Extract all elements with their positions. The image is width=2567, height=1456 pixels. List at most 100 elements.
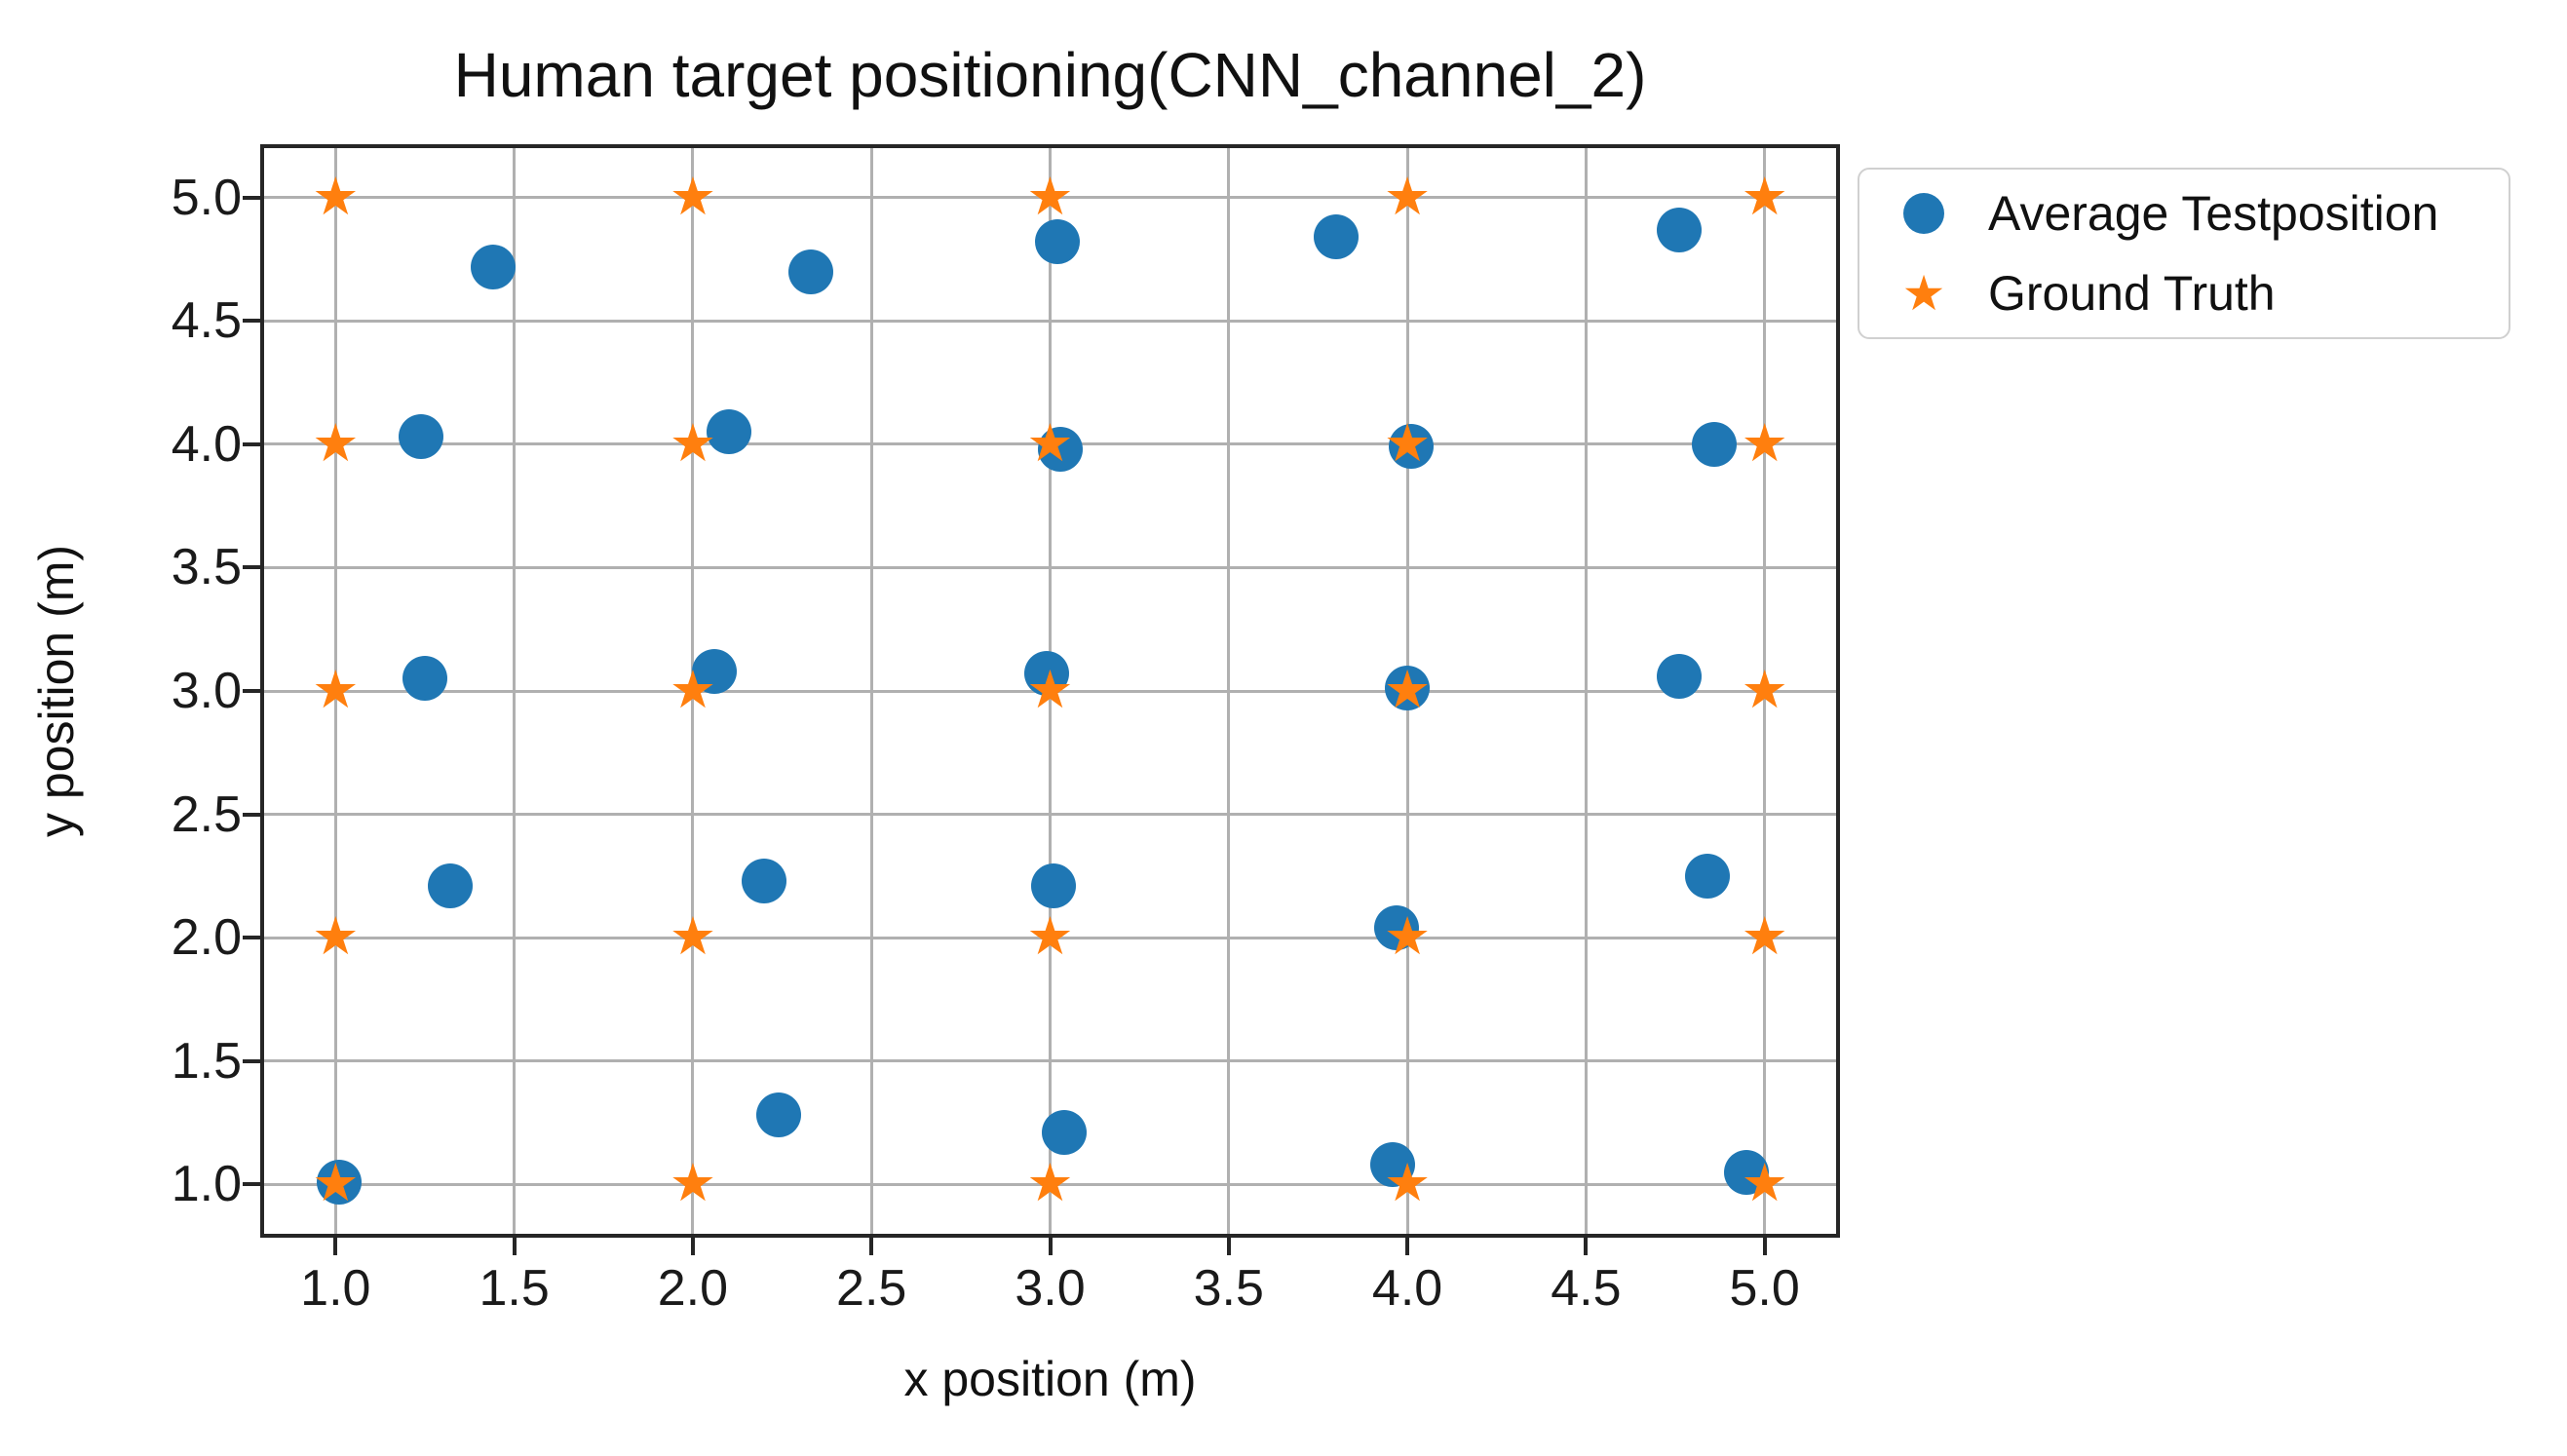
chart-title: Human target positioning(CNN_channel_2) (453, 40, 1647, 110)
y-tick-mark (243, 441, 260, 446)
scatter-point-ground-truth: ★ (312, 905, 360, 968)
scatter-point-average-testposition (1034, 219, 1080, 265)
y-tick-label: 2.0 (171, 909, 242, 967)
scatter-point-average-testposition (1031, 863, 1077, 908)
x-tick-mark (333, 1238, 338, 1255)
scatter-point-average-testposition (1038, 426, 1084, 472)
scatter-point-average-testposition (1370, 1142, 1416, 1188)
x-tick-label: 3.0 (1015, 1260, 1086, 1317)
scatter-point-ground-truth: ★ (669, 905, 717, 968)
legend-label-ground-truth: Ground Truth (1988, 266, 2276, 321)
y-gridline (264, 1059, 1836, 1063)
y-tick-label: 5.0 (171, 169, 242, 226)
scatter-point-average-testposition (1656, 653, 1702, 699)
scatter-point-average-testposition (755, 1092, 801, 1138)
scatter-point-ground-truth: ★ (312, 658, 360, 720)
scatter-point-average-testposition (1656, 207, 1702, 252)
scatter-point-ground-truth: ★ (1383, 165, 1432, 227)
scatter-point-average-testposition (742, 858, 787, 903)
scatter-point-ground-truth: ★ (1026, 905, 1074, 968)
legend-marker-cell: ★ (1859, 269, 1988, 318)
x-tick-mark (512, 1238, 517, 1255)
y-tick-mark (243, 812, 260, 817)
y-tick-label: 4.0 (171, 415, 242, 473)
scatter-point-average-testposition (316, 1159, 362, 1205)
y-tick-label: 2.5 (171, 785, 242, 843)
scatter-point-average-testposition (1388, 424, 1434, 470)
scatter-point-average-testposition (706, 409, 751, 455)
x-tick-label: 1.0 (300, 1260, 371, 1317)
scatter-point-average-testposition (1685, 853, 1731, 899)
scatter-point-average-testposition (402, 656, 447, 702)
scatter-point-ground-truth: ★ (1741, 905, 1788, 968)
x-tick-mark (1584, 1238, 1589, 1255)
scatter-point-average-testposition (1724, 1149, 1770, 1195)
y-tick-label: 3.5 (171, 539, 242, 596)
scatter-point-ground-truth: ★ (312, 165, 360, 227)
scatter-point-average-testposition (1374, 905, 1420, 951)
scatter-point-ground-truth: ★ (1741, 165, 1788, 227)
legend-entry-ground-truth: ★ Ground Truth (1859, 253, 2509, 333)
legend-marker-cell (1859, 193, 1988, 234)
y-tick-label: 3.0 (171, 663, 242, 719)
x-tick-mark (869, 1238, 874, 1255)
x-tick-label: 1.5 (479, 1260, 550, 1317)
scatter-point-ground-truth: ★ (1026, 165, 1074, 227)
x-tick-mark (1048, 1238, 1053, 1255)
y-axis-label: y position (m) (29, 544, 84, 838)
scatter-point-average-testposition (691, 648, 737, 694)
y-tick-label: 1.0 (171, 1156, 242, 1213)
y-gridline (264, 319, 1836, 323)
scatter-point-average-testposition (1385, 666, 1431, 711)
y-tick-mark (243, 936, 260, 940)
scatter-point-average-testposition (470, 244, 516, 289)
scatter-point-ground-truth: ★ (1741, 1152, 1788, 1214)
y-tick-mark (243, 319, 260, 324)
y-tick-mark (243, 1058, 260, 1063)
scatter-point-ground-truth: ★ (669, 1152, 717, 1214)
scatter-point-ground-truth: ★ (1026, 411, 1074, 474)
legend-entry-average-testposition: Average Testposition (1859, 173, 2509, 253)
x-tick-label: 5.0 (1729, 1260, 1800, 1317)
y-tick-mark (243, 689, 260, 693)
scatter-point-average-testposition (1023, 651, 1069, 697)
scatter-point-ground-truth: ★ (669, 658, 717, 720)
x-tick-label: 4.5 (1551, 1260, 1622, 1317)
scatter-point-ground-truth: ★ (1026, 658, 1074, 720)
x-tick-mark (1762, 1238, 1767, 1255)
y-gridline (264, 813, 1836, 817)
y-gridline (264, 936, 1836, 939)
x-tick-mark (690, 1238, 695, 1255)
x-tick-label: 2.5 (836, 1260, 907, 1317)
scatter-point-ground-truth: ★ (669, 411, 717, 474)
legend-label-average-testposition: Average Testposition (1988, 186, 2439, 241)
scatter-point-ground-truth: ★ (1741, 411, 1788, 474)
x-tick-label: 3.5 (1193, 1260, 1264, 1317)
y-tick-label: 1.5 (171, 1032, 242, 1090)
x-tick-label: 2.0 (657, 1260, 729, 1317)
x-axis-label: x position (m) (903, 1352, 1197, 1406)
y-gridline (264, 565, 1836, 569)
scatter-point-ground-truth: ★ (1383, 1152, 1432, 1214)
y-gridline (264, 1182, 1836, 1186)
scatter-point-ground-truth: ★ (1741, 658, 1788, 720)
scatter-point-ground-truth: ★ (669, 165, 717, 227)
scatter-point-average-testposition (399, 414, 444, 460)
y-tick-mark (243, 195, 260, 200)
star-marker-icon: ★ (1901, 265, 1946, 322)
y-tick-label: 4.5 (171, 292, 242, 350)
legend: Average Testposition ★ Ground Truth (1858, 168, 2510, 339)
y-tick-mark (243, 565, 260, 570)
scatter-point-ground-truth: ★ (312, 411, 360, 474)
scatter-point-ground-truth: ★ (312, 1152, 360, 1214)
y-tick-mark (243, 1182, 260, 1187)
scatter-point-average-testposition (787, 249, 833, 294)
x-tick-label: 4.0 (1371, 1260, 1443, 1317)
scatter-point-ground-truth: ★ (1383, 411, 1432, 474)
scatter-point-average-testposition (1313, 214, 1359, 260)
circle-marker-icon (1903, 193, 1944, 234)
x-tick-mark (1226, 1238, 1231, 1255)
scatter-point-average-testposition (427, 863, 473, 908)
plot-area: ★ ★ ★ ★ ★ ★ ★ ★ ★ ★ ★ ★ ★ ★ ★ ★ ★ ★ ★ ★ ★ ★ ★ ★ ★ (260, 144, 1840, 1238)
